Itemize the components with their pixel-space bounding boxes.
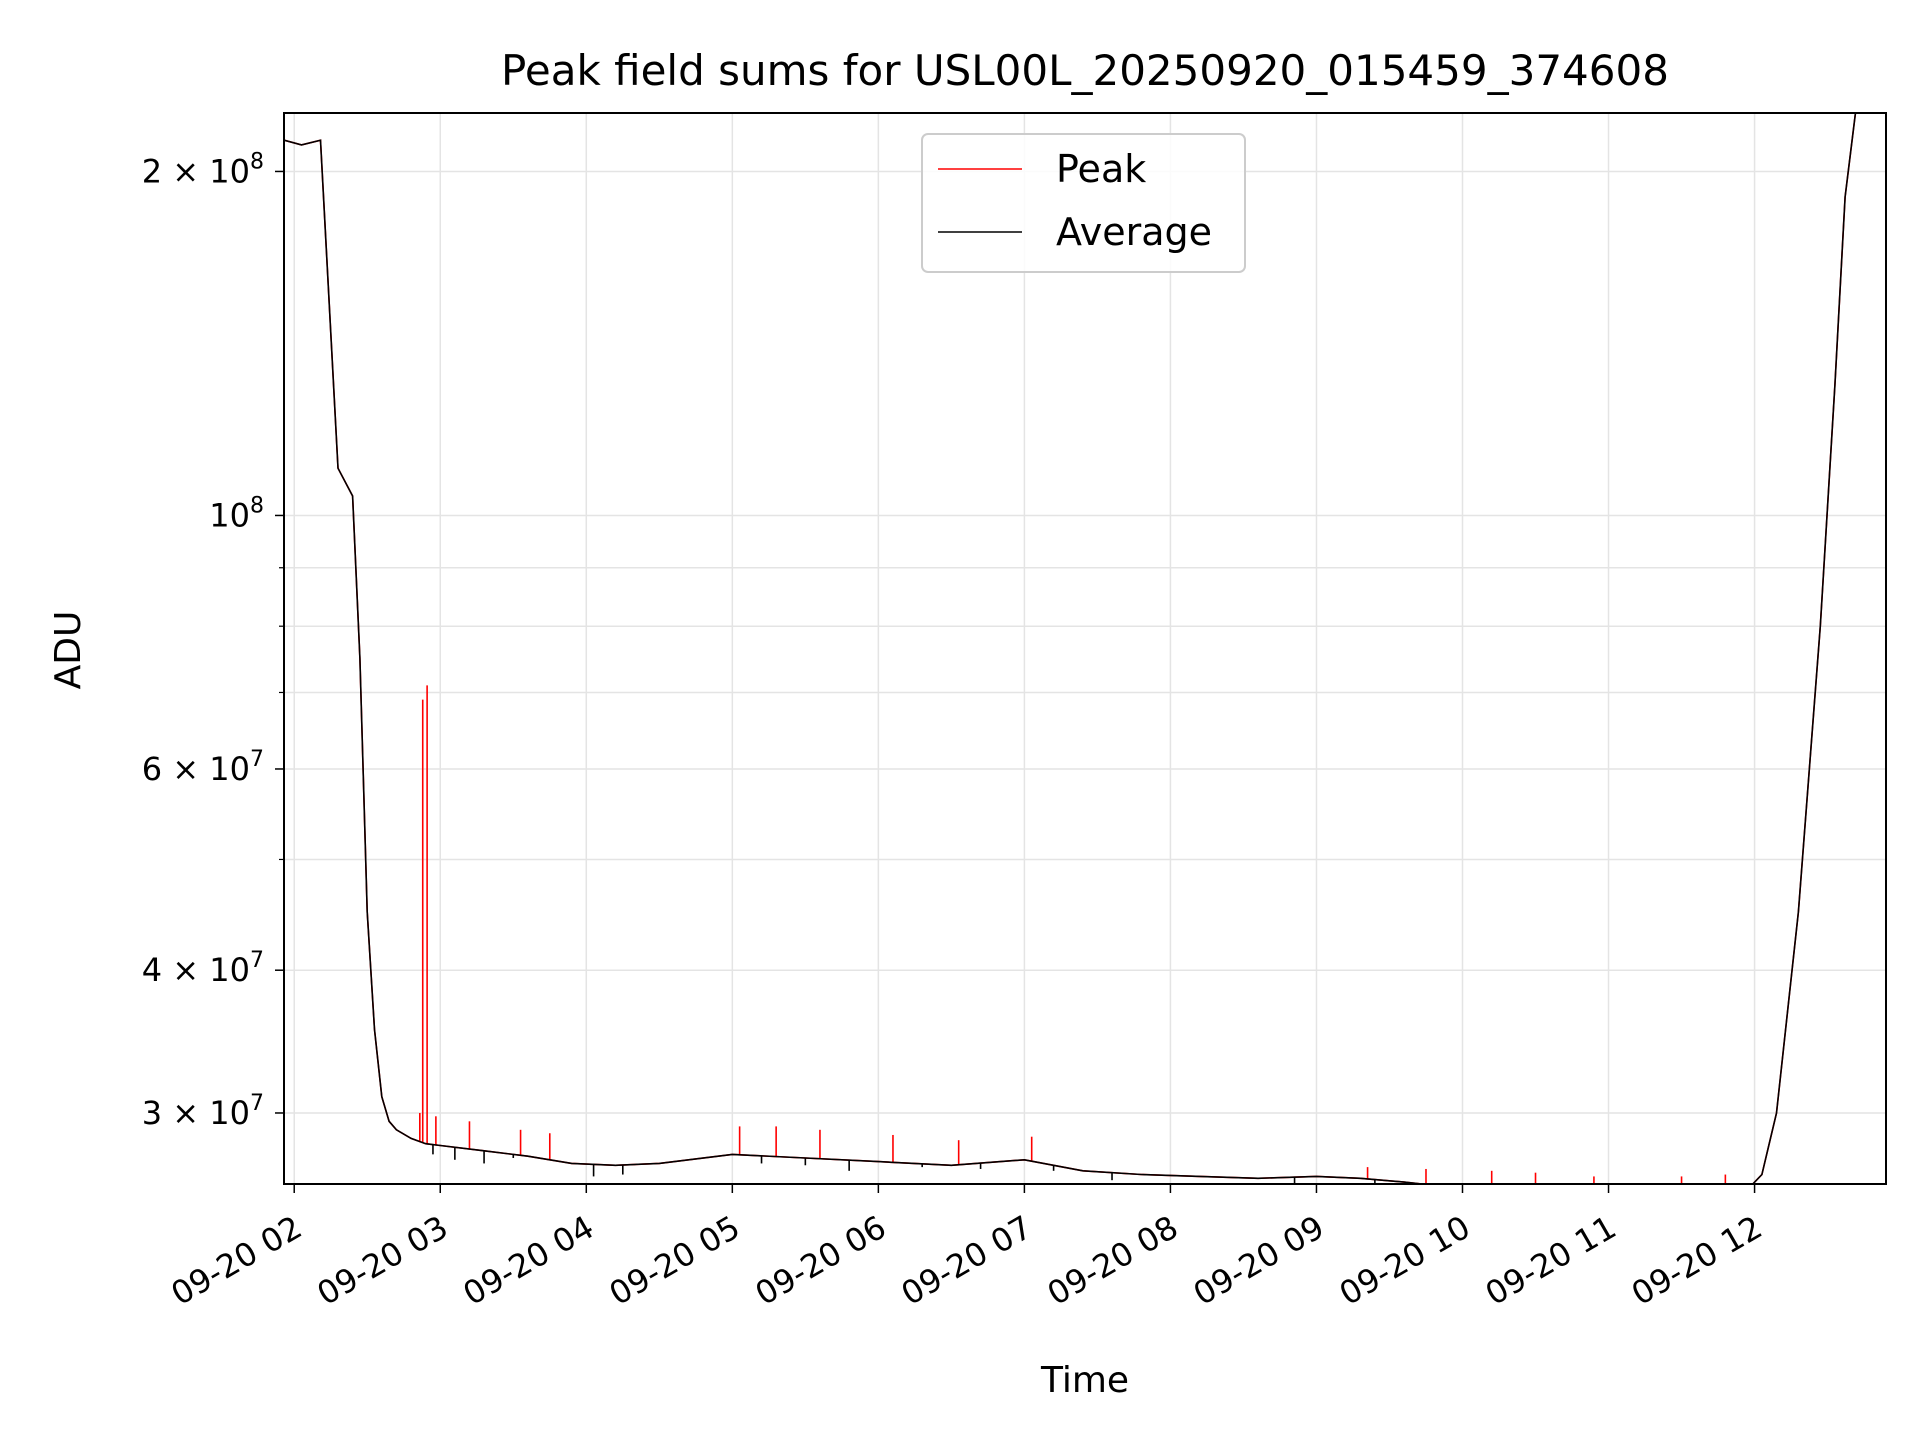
series-group [284, 113, 1857, 1184]
legend: Peak Average [921, 133, 1246, 273]
y-tick-label-exponent: 8 [250, 493, 264, 518]
y-axis-label: ADU [48, 611, 89, 690]
y-tick-label-mantissa: 2 × 10 [142, 152, 250, 190]
chart-title: Peak field sums for USL00L_20250920_0154… [501, 46, 1669, 95]
legend-label-peak: Peak [1056, 147, 1146, 191]
y-tick-label-mantissa: 4 × 10 [142, 951, 250, 989]
legend-label-average: Average [1056, 210, 1212, 254]
y-tick-label-mantissa: 10 [209, 496, 250, 534]
y-tick-label: 108 [209, 493, 264, 534]
y-tick-label-exponent: 7 [250, 1091, 264, 1116]
y-tick-label-exponent: 7 [250, 747, 264, 772]
y-tick-label: 4 × 107 [142, 948, 264, 989]
y-tick-label: 3 × 107 [142, 1091, 264, 1132]
series-line-average [284, 113, 1857, 1184]
y-tick-label-exponent: 7 [250, 948, 264, 973]
y-tick-label: 6 × 107 [142, 747, 264, 788]
x-axis-label: Time [1040, 1360, 1129, 1401]
y-tick-label-mantissa: 3 × 10 [142, 1094, 250, 1132]
grid [284, 113, 1886, 1184]
y-tick-label-exponent: 8 [250, 149, 264, 174]
plot-area-frame [283, 112, 1887, 1185]
y-tick-label: 2 × 108 [142, 149, 264, 190]
series-layer [284, 113, 1857, 1184]
y-tick-label-mantissa: 6 × 10 [142, 750, 250, 788]
